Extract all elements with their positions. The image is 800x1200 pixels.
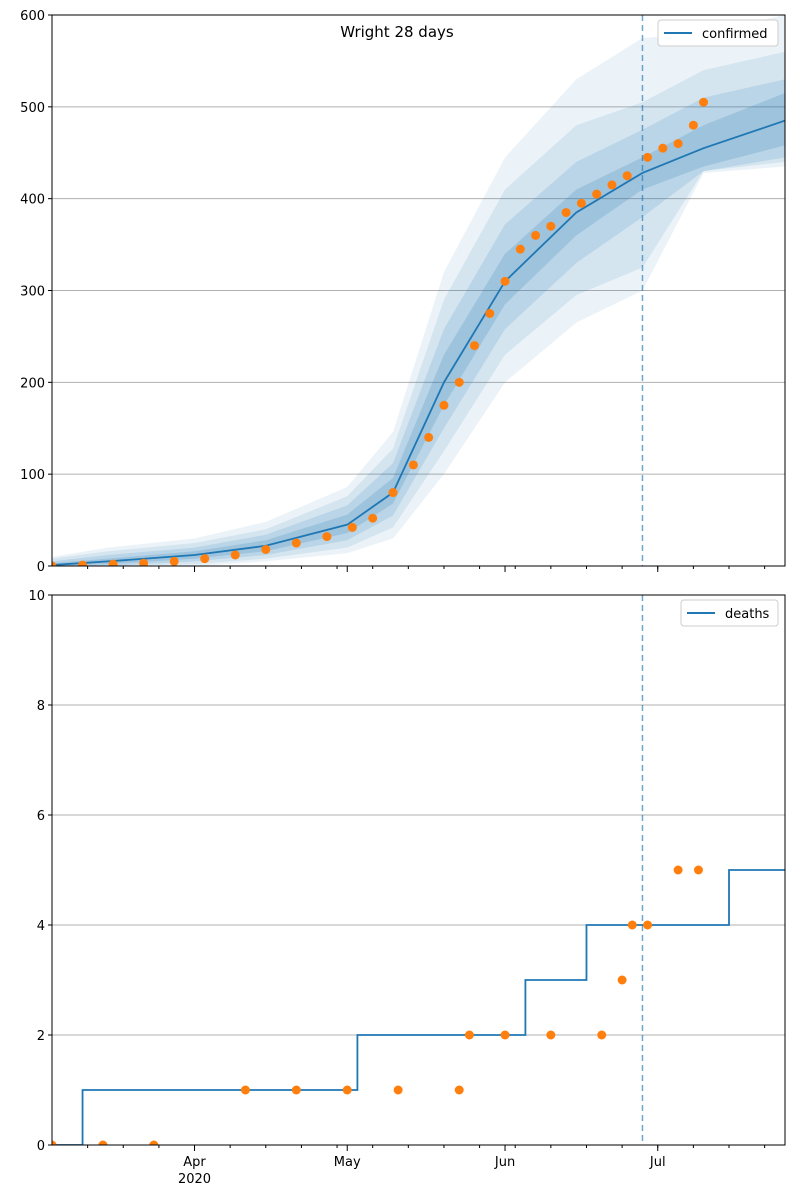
plot-area xyxy=(52,15,785,566)
data-point xyxy=(149,1140,159,1145)
data-point xyxy=(622,171,632,181)
data-point xyxy=(408,460,418,470)
x-tick-sublabel: 2020 xyxy=(178,1172,211,1187)
data-point xyxy=(546,1030,556,1040)
data-point xyxy=(576,198,586,208)
data-point xyxy=(531,230,541,240)
data-point xyxy=(52,1140,57,1145)
legend-confirmed: confirmed xyxy=(657,19,779,47)
uncertainty-band xyxy=(52,79,785,566)
data-point xyxy=(261,544,271,554)
uncertainty-band xyxy=(52,15,785,566)
x-tick-label: Jun xyxy=(494,1155,515,1170)
data-point xyxy=(693,865,703,875)
data-point xyxy=(200,554,210,564)
data-point xyxy=(469,341,479,351)
data-point xyxy=(454,1085,464,1095)
x-tick-label: Jul xyxy=(649,1155,666,1170)
y-tick-label: 0 xyxy=(37,1139,45,1154)
data-point xyxy=(52,561,57,566)
data-point xyxy=(342,1085,352,1095)
data-point xyxy=(108,559,118,566)
data-point xyxy=(485,308,495,318)
data-point xyxy=(658,143,668,153)
x-tick-label: Apr xyxy=(183,1155,206,1170)
y-tick-label: 8 xyxy=(37,699,45,714)
y-tick-label: 0 xyxy=(37,560,45,575)
data-point xyxy=(454,377,464,387)
data-point xyxy=(607,180,617,190)
data-point xyxy=(561,207,571,217)
data-point xyxy=(643,920,653,930)
series-line xyxy=(52,869,785,1145)
data-point xyxy=(500,1030,510,1040)
data-point xyxy=(169,556,179,566)
x-tick-label: May xyxy=(334,1155,361,1170)
data-point xyxy=(291,1085,301,1095)
confirmed-panel: Wright 28 days 0 100 200 300 400 500 600 xyxy=(20,9,786,575)
data-point xyxy=(673,865,683,875)
y-tick-label: 100 xyxy=(20,468,45,483)
data-point xyxy=(291,538,301,548)
legend-label-confirmed: confirmed xyxy=(702,27,768,42)
data-point xyxy=(98,1140,108,1145)
data-point xyxy=(464,1030,474,1040)
y-tick-label: 500 xyxy=(20,101,45,116)
data-point xyxy=(368,513,378,523)
y-tick-label: 400 xyxy=(20,193,45,208)
data-point xyxy=(627,920,637,930)
y-tick-label: 2 xyxy=(37,1029,45,1044)
deaths-panel: 0 2 4 6 8 10 Apr 2020 May Jun Jul xyxy=(28,589,786,1187)
data-point xyxy=(347,522,357,532)
legend-label-deaths: deaths xyxy=(725,607,770,622)
y-tick-label: 10 xyxy=(28,589,45,604)
data-point xyxy=(699,97,709,107)
data-point xyxy=(240,1085,250,1095)
data-point xyxy=(393,1085,403,1095)
data-point xyxy=(78,560,88,566)
data-point xyxy=(388,488,398,498)
data-point xyxy=(230,550,240,560)
data-point xyxy=(592,189,602,199)
y-tick-label: 600 xyxy=(20,9,45,24)
data-point xyxy=(617,975,627,985)
y-tick-label: 200 xyxy=(20,376,45,391)
data-point xyxy=(688,120,698,130)
y-tick-label: 4 xyxy=(37,919,45,934)
uncertainty-band xyxy=(52,51,785,566)
series-line xyxy=(52,119,785,566)
data-point xyxy=(439,400,449,410)
data-point xyxy=(322,532,332,542)
y-tick-label: 300 xyxy=(20,285,45,300)
y-tick-label: 6 xyxy=(37,809,45,824)
data-point xyxy=(500,276,510,286)
data-point xyxy=(424,432,434,442)
legend-deaths: deaths xyxy=(680,599,779,627)
data-point xyxy=(139,558,149,566)
chart-title: Wright 28 days xyxy=(340,23,454,41)
axes-frame xyxy=(51,594,786,1146)
data-point xyxy=(597,1030,607,1040)
data-point xyxy=(673,139,683,149)
data-point xyxy=(546,221,556,231)
data-point xyxy=(643,152,653,162)
plot-area xyxy=(52,595,785,1145)
data-point xyxy=(515,244,525,254)
uncertainty-band xyxy=(52,93,785,566)
